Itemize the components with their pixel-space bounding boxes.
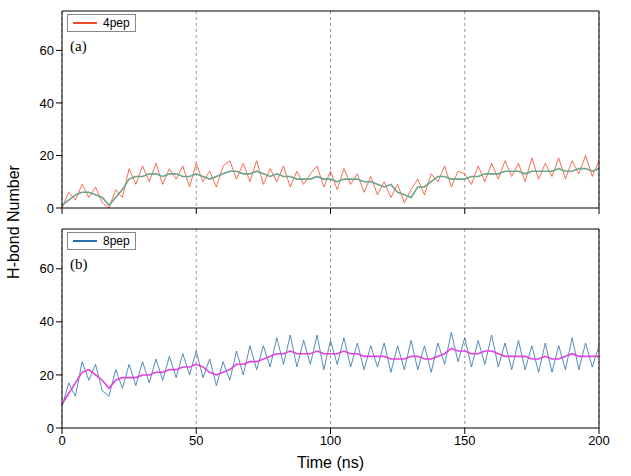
svg-text:50: 50 — [189, 433, 203, 448]
html-text:(b): (b) — [70, 256, 88, 272]
svg-text:40: 40 — [40, 96, 54, 111]
html-text:8pep: 8pep — [103, 234, 130, 248]
html-text:4pep: 4pep — [103, 16, 130, 30]
svg-text:150: 150 — [454, 433, 476, 448]
svg-text:0: 0 — [58, 433, 65, 448]
svg-text:100: 100 — [320, 433, 342, 448]
svg-text:200: 200 — [588, 433, 610, 448]
svg-text:Time (ns): Time (ns) — [297, 454, 364, 471]
svg-text:0: 0 — [47, 421, 54, 436]
svg-text:60: 60 — [40, 43, 54, 58]
svg-text:20: 20 — [40, 368, 54, 383]
svg-text:40: 40 — [40, 314, 54, 329]
html-text:(a): (a) — [70, 38, 87, 54]
html-text:H-bond Number: H-bond Number — [5, 165, 22, 279]
svg-text:20: 20 — [40, 148, 54, 163]
svg-text:60: 60 — [40, 261, 54, 276]
svg-text:0: 0 — [47, 201, 54, 216]
